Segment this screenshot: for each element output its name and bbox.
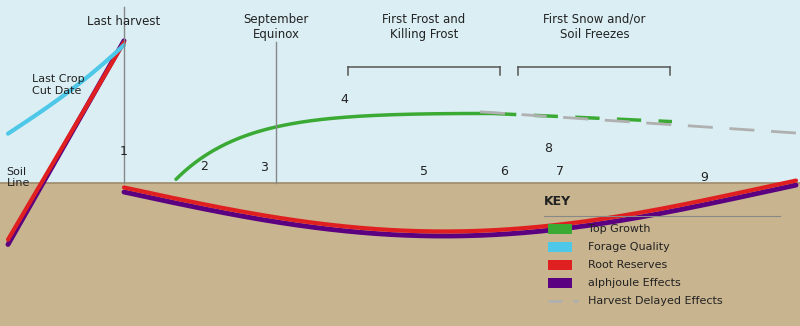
Bar: [548, 242, 572, 252]
Text: Last harvest: Last harvest: [87, 15, 161, 28]
Text: 2: 2: [200, 160, 208, 173]
Text: 3: 3: [260, 161, 268, 174]
Bar: [548, 278, 572, 288]
Text: 8: 8: [544, 142, 552, 155]
Text: 5: 5: [420, 165, 428, 178]
Text: alphjoule Effects: alphjoule Effects: [588, 278, 681, 288]
Text: Soil
Line: Soil Line: [6, 167, 30, 188]
Text: 1: 1: [120, 145, 128, 158]
Bar: [0, 183, 800, 326]
Text: Last Crop
Cut Date: Last Crop Cut Date: [32, 74, 85, 96]
Text: Top Growth: Top Growth: [588, 224, 650, 234]
Text: Root Reserves: Root Reserves: [588, 260, 667, 270]
Text: Forage Quality: Forage Quality: [588, 242, 670, 252]
Text: 7: 7: [556, 165, 564, 178]
Text: September
Equinox: September Equinox: [243, 13, 309, 41]
Bar: [548, 224, 572, 234]
Text: First Snow and/or
Soil Freezes: First Snow and/or Soil Freezes: [543, 13, 646, 41]
Text: 6: 6: [500, 165, 508, 178]
Text: Harvest Delayed Effects: Harvest Delayed Effects: [588, 296, 722, 306]
Bar: [548, 260, 572, 270]
Text: KEY: KEY: [544, 195, 571, 208]
Text: First Frost and
Killing Frost: First Frost and Killing Frost: [382, 13, 466, 41]
Text: 9: 9: [700, 171, 708, 184]
Text: 4: 4: [340, 93, 348, 106]
